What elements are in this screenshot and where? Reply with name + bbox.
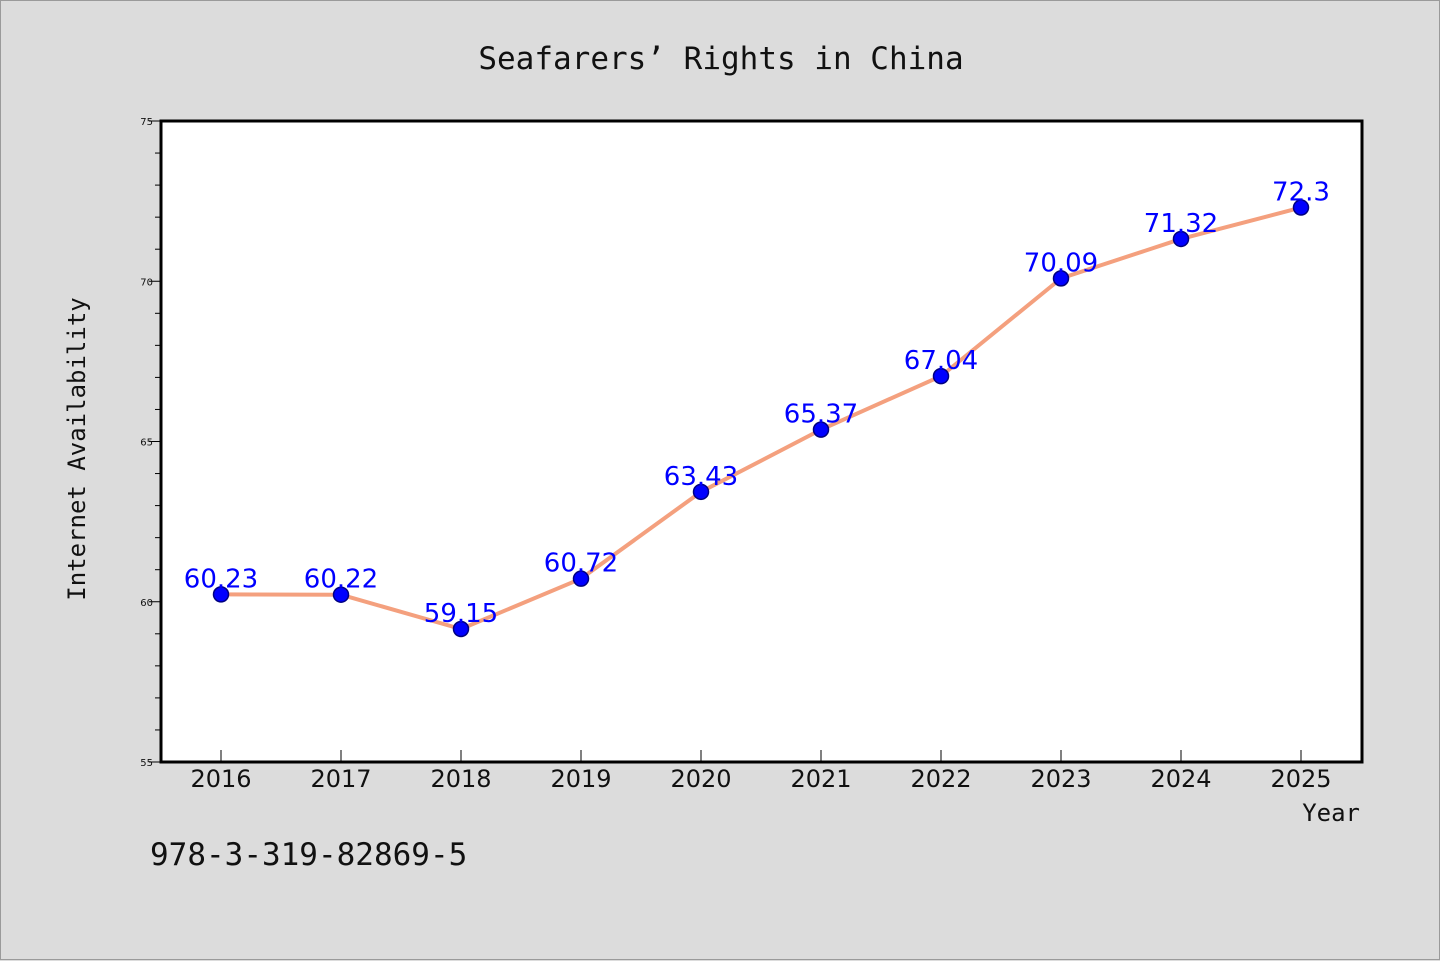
x-tick-label: 2017	[310, 765, 371, 793]
x-tick-label: 2025	[1270, 765, 1331, 793]
data-label: 60.23	[184, 564, 258, 594]
data-label: 59.15	[424, 599, 498, 629]
y-axis-label: Internet Availability	[63, 297, 91, 600]
data-label: 71.32	[1144, 209, 1218, 239]
series-line	[220, 205, 1302, 631]
x-tick-label: 2018	[430, 765, 491, 793]
data-label: 60.22	[304, 565, 378, 595]
data-point-marker	[932, 367, 950, 385]
data-point-marker	[332, 586, 350, 603]
data-point-marker	[212, 586, 230, 603]
y-tick-label: 75	[140, 117, 153, 128]
y-tick-label: 70	[140, 277, 153, 288]
data-point-marker	[1172, 230, 1190, 248]
data-label: 70.09	[1024, 248, 1098, 278]
x-axis-ticks: 2016 2017 2018 2019 2020 2021 2022 2023 2024 2025	[190, 750, 1332, 793]
y-axis-ticks: 55 60 65 70 75	[140, 117, 161, 769]
data-point-marker	[692, 483, 710, 501]
data-labels: 60.23 60.22 59.15 60.72 63.43 65.37 67.04 70.09…	[184, 178, 1330, 629]
chart-title: Seafarers’ Rights in China	[478, 41, 963, 77]
plot-area	[161, 121, 1362, 762]
x-tick-label: 2019	[550, 765, 611, 793]
plot-border	[159, 119, 1364, 764]
data-point-marker	[1292, 199, 1310, 216]
x-tick-label: 2020	[670, 765, 731, 793]
y-tick-label: 55	[140, 758, 153, 769]
x-tick-label: 2016	[190, 765, 251, 793]
x-tick-label: 2023	[1030, 765, 1091, 793]
y-tick-label: 60	[140, 598, 153, 609]
isbn-text: 978-3-319-82869-5	[150, 837, 467, 873]
x-tick-label: 2021	[790, 765, 851, 793]
x-axis-label: Year	[1302, 799, 1360, 827]
x-tick-label: 2022	[910, 765, 971, 793]
data-point-marker	[452, 620, 470, 638]
data-label: 63.43	[664, 462, 738, 492]
data-label: 67.04	[904, 346, 978, 376]
y-tick-label: 65	[140, 438, 153, 449]
series-markers	[212, 199, 1310, 638]
data-point-marker	[812, 421, 830, 438]
data-label: 60.72	[544, 549, 618, 579]
data-point-marker	[572, 570, 590, 587]
data-point-marker	[1052, 270, 1070, 287]
data-label: 72.3	[1272, 178, 1330, 208]
x-tick-label: 2024	[1150, 765, 1211, 793]
data-label: 65.37	[784, 400, 858, 430]
